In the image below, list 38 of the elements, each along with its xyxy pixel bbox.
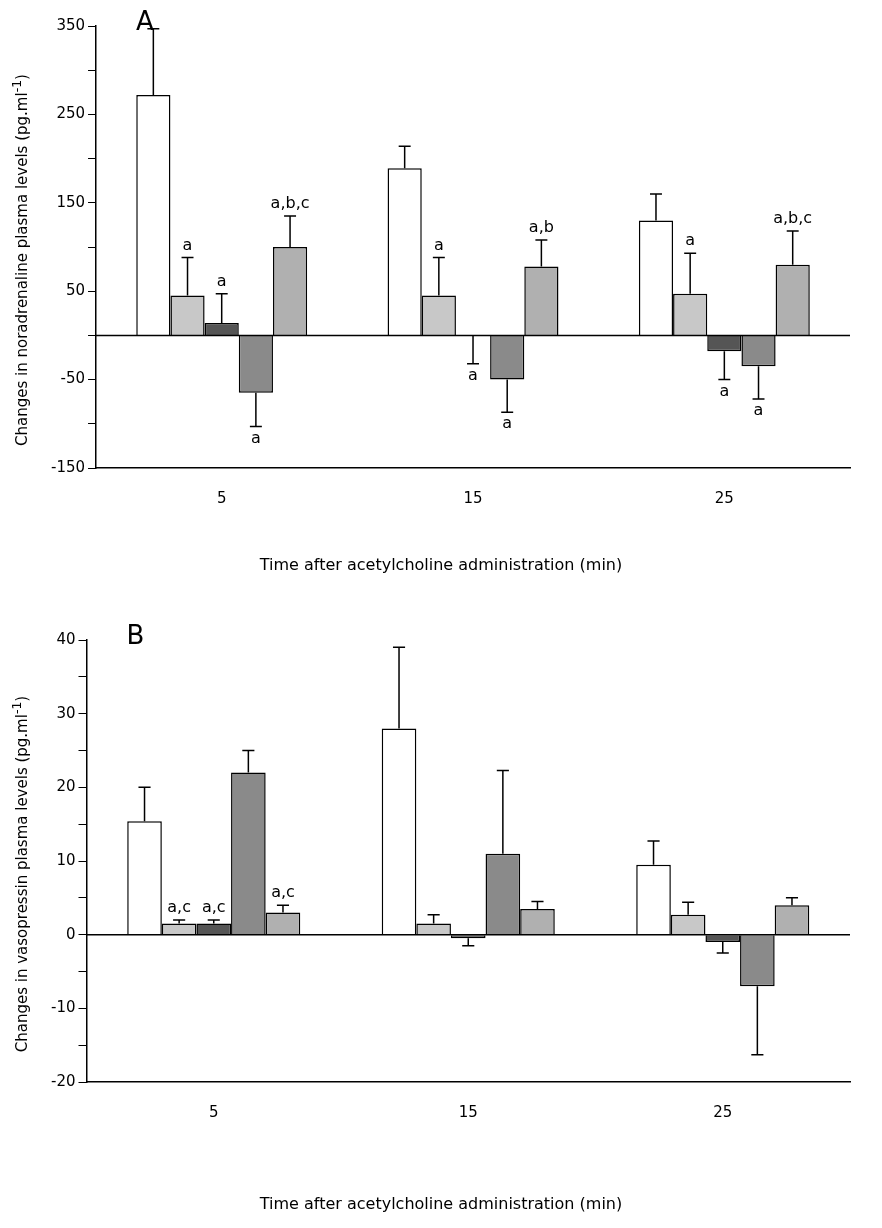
x-tick-label: 15 <box>463 488 483 507</box>
data-label: a <box>753 400 764 420</box>
y-tick-label: 10 <box>56 850 76 869</box>
data-label: a,b,c <box>773 208 813 228</box>
y-tick-label: 0 <box>65 924 76 943</box>
data-label: a,c <box>271 882 295 902</box>
data-label: a <box>433 234 444 254</box>
x-tick-label: 25 <box>714 488 734 507</box>
y-tick-label: -50 <box>60 369 86 388</box>
x-axis-title: Time after acetylcholine administration (min) <box>258 1194 624 1213</box>
chart-title: A <box>136 5 155 36</box>
y-tick-label: 40 <box>56 629 76 648</box>
data-label: a <box>216 271 227 291</box>
data-label: a <box>719 380 730 400</box>
data-label: a,c <box>167 897 191 917</box>
data-label: a,b,c <box>270 193 310 213</box>
y-tick-label: -20 <box>51 1071 76 1090</box>
y-tick-label: -10 <box>51 998 76 1017</box>
x-tick-label: 15 <box>458 1102 478 1121</box>
y-tick-label: 20 <box>56 777 76 796</box>
x-tick-label: 25 <box>713 1102 733 1121</box>
x-tick-label: 5 <box>208 1102 219 1121</box>
data-label: a,c <box>201 897 226 917</box>
y-tick-label: -150 <box>51 457 86 476</box>
x-axis-title: Time after acetylcholine administration (min) <box>258 555 624 574</box>
data-label: a <box>502 413 513 433</box>
y-tick-label: 150 <box>56 192 86 211</box>
y-tick-label: 50 <box>65 281 86 300</box>
data-label: a <box>685 230 696 250</box>
data-label: a,b <box>528 217 554 237</box>
data-label: a <box>250 427 261 447</box>
x-tick-label: 5 <box>216 488 227 507</box>
y-tick-label: 250 <box>56 104 86 123</box>
chart-title: B <box>126 619 145 650</box>
y-tick-label: 350 <box>56 15 86 34</box>
y-tick-label: 30 <box>56 703 76 722</box>
data-label: a <box>182 234 193 254</box>
data-label: a <box>468 364 478 384</box>
